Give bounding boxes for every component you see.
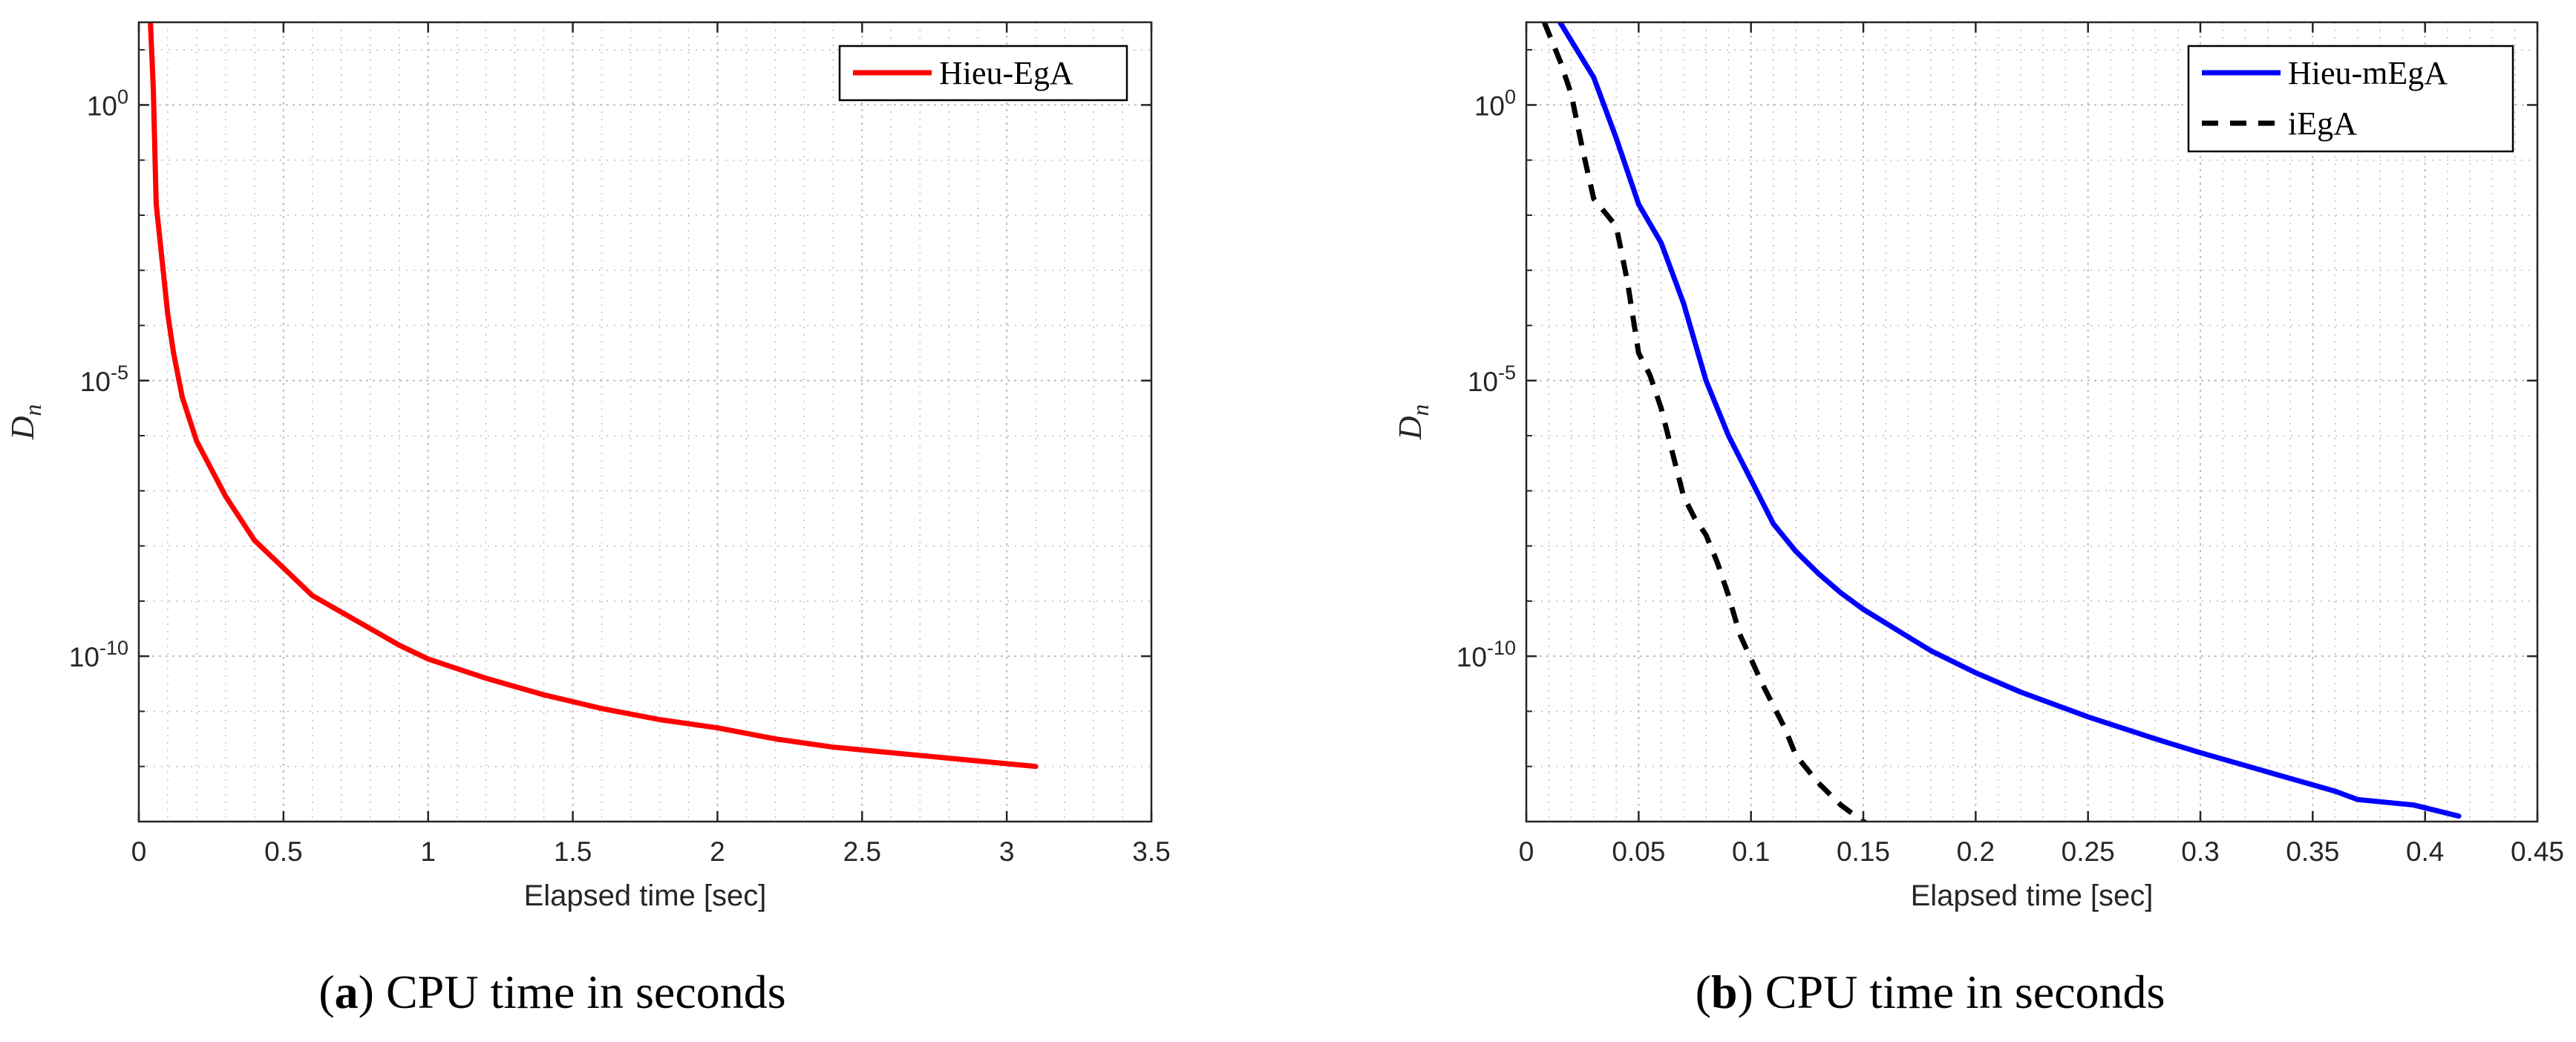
legend-label-hieu-ega: Hieu-EgA — [939, 55, 1073, 91]
x-tick-label: 1.5 — [554, 836, 592, 867]
axes-box — [137, 21, 1153, 823]
y-tick-base: 10 — [69, 642, 99, 672]
x-tick-label: 0.45 — [2511, 836, 2564, 867]
plot-area — [139, 22, 1151, 822]
series-group — [148, 22, 1039, 770]
y-tick-base: 10 — [1468, 367, 1498, 397]
x-tick-label: 0.1 — [1732, 836, 1770, 867]
panel-b-caption-text: CPU time in seconds — [1753, 966, 2165, 1018]
y-axis-label-sub: n — [19, 404, 46, 416]
x-tick-label: 3 — [999, 836, 1015, 867]
x-tick-label: 0.05 — [1612, 836, 1665, 867]
panel-b-caption-letter: b — [1711, 966, 1738, 1018]
y-tick-exponent: -5 — [1498, 361, 1516, 384]
grid — [139, 22, 1151, 822]
y-tick-label: 10-10 — [1457, 637, 1516, 672]
y-tick-base: 10 — [1457, 642, 1487, 672]
x-tick-label: 0.35 — [2286, 836, 2339, 867]
y-tick-base: 10 — [80, 367, 111, 397]
y-tick-exponent: -10 — [1487, 637, 1516, 659]
x-tick-label: 0.2 — [1957, 836, 1995, 867]
legend-label-hieu-mega: Hieu-mEgA — [2288, 55, 2448, 91]
y-tick-label: 100 — [87, 85, 128, 121]
x-tick-label: 2.5 — [843, 836, 881, 867]
x-tick-label: 0.5 — [264, 836, 302, 867]
x-tick-label: 0.15 — [1837, 836, 1890, 867]
series-group — [1541, 22, 2462, 822]
x-tick-label: 1 — [420, 836, 436, 867]
legend: Hieu-EgA — [838, 45, 1128, 102]
y-tick-base: 10 — [87, 91, 117, 121]
panel-b-chart: 0 0.05 0.1 0.15 0.2 0.25 0.3 0.35 0.4 0.4510010-5… — [1392, 21, 2564, 912]
legend-box — [2187, 45, 2514, 153]
y-axis-label: Dn — [1392, 404, 1434, 441]
series-line-hieu-mega — [1557, 22, 2462, 819]
y-axis-label-sub: n — [1407, 404, 1434, 416]
x-tick-label: 0 — [131, 836, 147, 867]
y-tick-exponent: 0 — [117, 85, 128, 108]
y-tick-exponent: -5 — [111, 361, 128, 384]
y-axis-label: Dn — [4, 404, 46, 441]
plot-area — [1526, 22, 2537, 822]
x-tick-label: 0.3 — [2181, 836, 2219, 867]
x-axis-label: Elapsed time [sec] — [524, 879, 767, 912]
x-tick-label: 0.25 — [2062, 836, 2115, 867]
y-tick-label: 10-5 — [1468, 361, 1516, 397]
panel-b-caption: (b) CPU time in seconds — [1696, 966, 2165, 1018]
x-tick-label: 0 — [1519, 836, 1534, 867]
y-tick-label: 10-5 — [80, 361, 128, 397]
y-axis-label-main: D — [1392, 416, 1428, 440]
x-tick-label: 2 — [710, 836, 725, 867]
y-tick-base: 10 — [1474, 91, 1505, 121]
series-line-iega — [1541, 22, 1869, 822]
legend: Hieu-mEgA iEgA — [2187, 45, 2514, 153]
x-tick-label: 3.5 — [1132, 836, 1170, 867]
x-tick-label: 0.4 — [2406, 836, 2444, 867]
panel-a-caption-text: CPU time in seconds — [374, 966, 786, 1018]
y-tick-label: 10-10 — [69, 637, 128, 672]
y-tick-exponent: -10 — [99, 637, 128, 659]
axes-box — [1525, 21, 2539, 823]
x-axis-label: Elapsed time [sec] — [1911, 879, 2154, 912]
legend-label-iega: iEgA — [2288, 105, 2357, 142]
y-axis-label-main: D — [4, 416, 41, 440]
y-tick-exponent: 0 — [1505, 85, 1516, 108]
panel-a-caption-letter: a — [335, 966, 359, 1018]
series-line-hieu-ega — [148, 22, 1039, 770]
panel-a-caption: (a) CPU time in seconds — [318, 966, 785, 1018]
y-tick-label: 100 — [1474, 85, 1516, 121]
